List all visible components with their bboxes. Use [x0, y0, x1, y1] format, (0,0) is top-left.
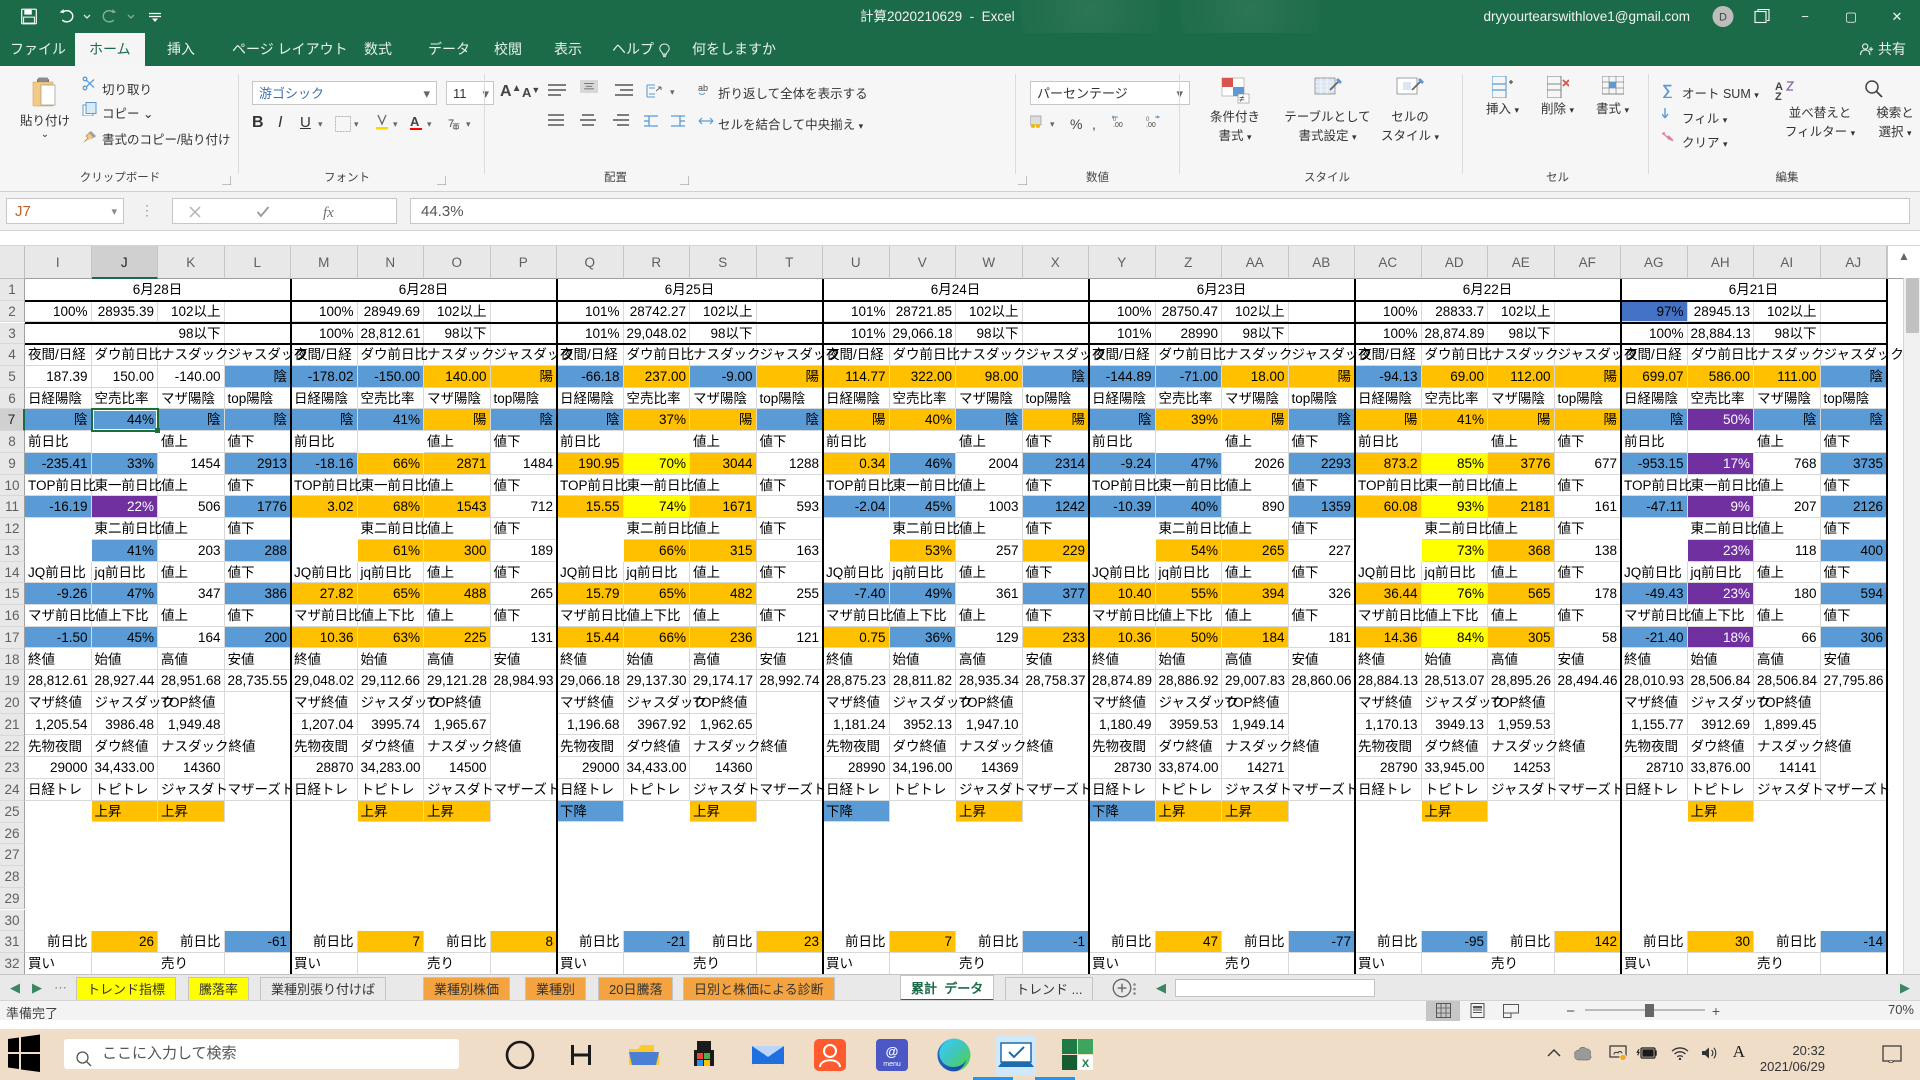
svg-text:∑: ∑: [1662, 82, 1673, 98]
svg-text:X: X: [1082, 1058, 1090, 1070]
svg-text:menu: menu: [883, 1061, 901, 1068]
svg-text:≠: ≠: [1239, 94, 1245, 105]
svg-text:fx: fx: [323, 205, 334, 220]
svg-text:@: @: [886, 1044, 899, 1059]
svg-text:Z: Z: [1775, 91, 1782, 100]
svg-text:A: A: [410, 114, 420, 129]
svg-text:亜: 亜: [452, 123, 460, 130]
svg-text:ab: ab: [698, 83, 708, 93]
svg-text:D: D: [1719, 12, 1727, 24]
